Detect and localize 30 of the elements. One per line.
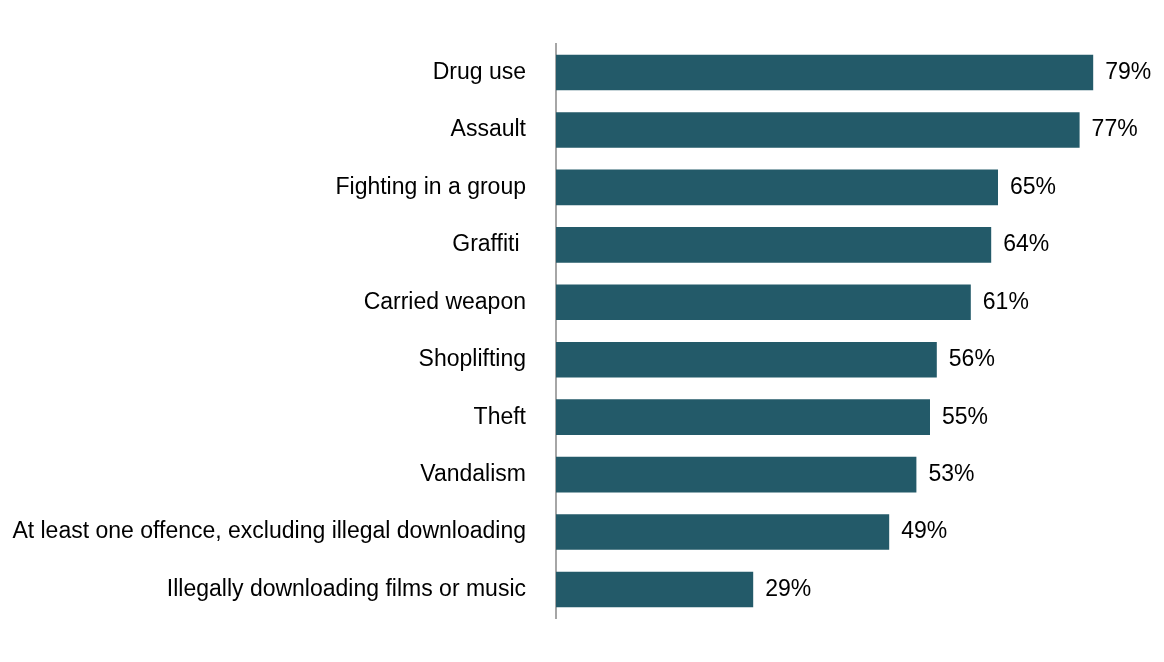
bar xyxy=(556,514,890,550)
bar xyxy=(556,341,937,378)
y-tick-label: At least one offence, excluding illegal downloading xyxy=(12,517,526,544)
bar xyxy=(556,169,998,206)
y-tick-label: Graffiti xyxy=(452,230,526,257)
data-label: 56% xyxy=(948,345,995,372)
data-label: 64% xyxy=(1003,230,1050,257)
data-label: 65% xyxy=(1010,172,1057,199)
data-label: 79% xyxy=(1105,57,1152,84)
y-tick-label: Carried weapon xyxy=(363,287,526,314)
y-tick-label: Theft xyxy=(473,402,527,429)
y-tick-label: Vandalism xyxy=(420,459,526,486)
y-tick-label: Drug use xyxy=(432,57,526,84)
y-tick-label: Illegally downloading films or music xyxy=(166,574,526,601)
bar xyxy=(556,54,1094,91)
y-tick-label: Fighting in a group xyxy=(335,172,526,199)
bar xyxy=(556,284,971,321)
data-label: 61% xyxy=(982,287,1029,314)
bar xyxy=(556,571,754,608)
bar xyxy=(556,112,1080,148)
data-label: 55% xyxy=(942,402,989,429)
data-label: 29% xyxy=(765,574,812,601)
y-tick-label: Shoplifting xyxy=(418,345,526,372)
bar xyxy=(556,399,930,435)
data-label: 53% xyxy=(928,459,975,486)
bar xyxy=(556,227,992,263)
data-label: 49% xyxy=(901,517,948,544)
bar xyxy=(556,456,917,493)
y-tick-label: Assault xyxy=(450,115,527,142)
data-label: 77% xyxy=(1091,115,1138,142)
